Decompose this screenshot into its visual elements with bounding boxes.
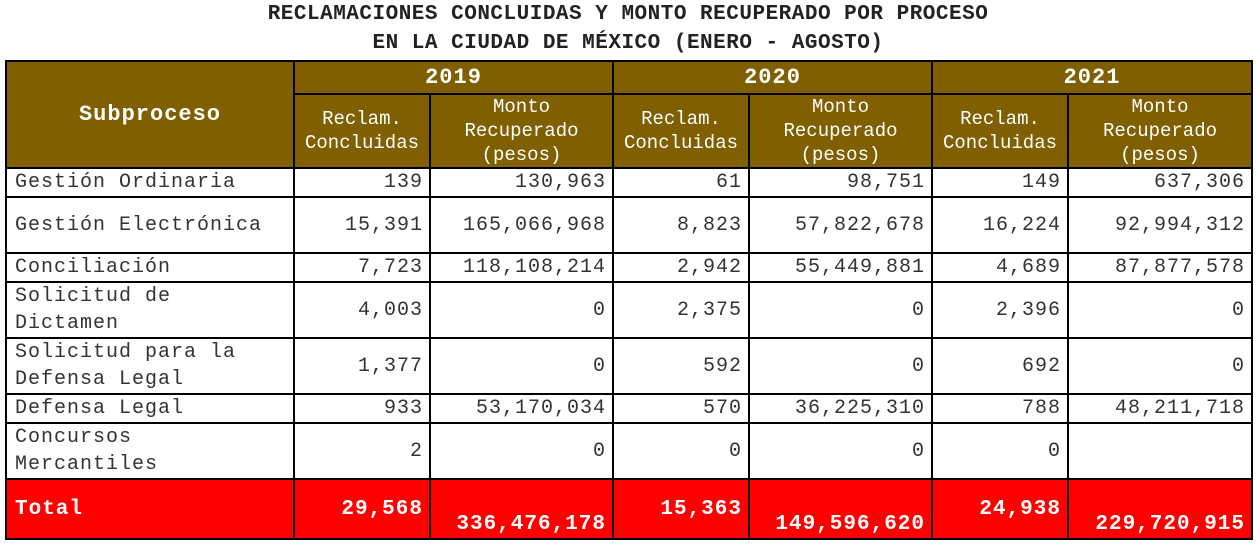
header-year-2020: 2020 <box>612 60 933 95</box>
cell-value: 0 <box>931 422 1069 480</box>
cell-value: 570 <box>612 393 750 424</box>
cell-value: 57,822,678 <box>748 196 933 254</box>
cell-value: 2 <box>293 422 431 480</box>
table-row: Gestión Electrónica 15,391 165,066,968 8… <box>5 196 1253 254</box>
title-line-2: EN LA CIUDAD DE MÉXICO (ENERO - AGOSTO) <box>372 32 884 55</box>
cell-value: 139 <box>293 167 431 198</box>
total-value: 24,938 <box>931 478 1069 540</box>
cell-value: 0 <box>1067 281 1253 339</box>
header-monto-2019: Monto Recuperado (pesos) <box>429 93 614 169</box>
cell-value <box>1067 422 1253 480</box>
cell-value: 0 <box>1067 337 1253 395</box>
header-monto-2021: Monto Recuperado (pesos) <box>1067 93 1253 169</box>
cell-value: 2,942 <box>612 252 750 283</box>
total-value: 15,363 <box>612 478 750 540</box>
cell-value: 4,003 <box>293 281 431 339</box>
cell-value: 933 <box>293 393 431 424</box>
cell-value: 8,823 <box>612 196 750 254</box>
cell-value: 118,108,214 <box>429 252 614 283</box>
row-name: Defensa Legal <box>5 393 295 424</box>
row-name: Solicitud de Dictamen <box>5 281 295 339</box>
cell-value: 0 <box>429 281 614 339</box>
cell-value: 4,689 <box>931 252 1069 283</box>
cell-value: 1,377 <box>293 337 431 395</box>
row-name: Gestión Ordinaria <box>5 167 295 198</box>
cell-value: 55,449,881 <box>748 252 933 283</box>
cell-value: 0 <box>429 337 614 395</box>
total-row: Total 29,568 336,476,178 15,363 149,596,… <box>5 478 1253 540</box>
report-title: RECLAMACIONES CONCLUIDAS Y MONTO RECUPER… <box>0 0 1256 60</box>
claims-table: Subproceso 2019 2020 2021 Reclam. Conclu… <box>5 60 1253 540</box>
header-reclam-2020: Reclam. Concluidas <box>612 93 750 169</box>
total-value: 336,476,178 <box>429 478 614 540</box>
cell-value: 165,066,968 <box>429 196 614 254</box>
header-monto-2020: Monto Recuperado (pesos) <box>748 93 933 169</box>
row-name: Conciliación <box>5 252 295 283</box>
cell-value: 2,375 <box>612 281 750 339</box>
cell-value: 98,751 <box>748 167 933 198</box>
table-row: Concursos Mercantiles 2 0 0 0 0 <box>5 422 1253 480</box>
cell-value: 48,211,718 <box>1067 393 1253 424</box>
cell-value: 15,391 <box>293 196 431 254</box>
cell-value: 692 <box>931 337 1069 395</box>
header-reclam-2021: Reclam. Concluidas <box>931 93 1069 169</box>
row-name: Solicitud para la Defensa Legal <box>5 337 295 395</box>
table-row: Gestión Ordinaria 139 130,963 61 98,751 … <box>5 167 1253 198</box>
total-value: 229,720,915 <box>1067 478 1253 540</box>
cell-value: 92,994,312 <box>1067 196 1253 254</box>
header-year-2021: 2021 <box>931 60 1253 95</box>
cell-value: 0 <box>612 422 750 480</box>
title-line-1: RECLAMACIONES CONCLUIDAS Y MONTO RECUPER… <box>267 3 989 26</box>
cell-value: 0 <box>748 422 933 480</box>
cell-value: 0 <box>748 281 933 339</box>
cell-value: 592 <box>612 337 750 395</box>
header-reclam-2019: Reclam. Concluidas <box>293 93 431 169</box>
row-name: Concursos Mercantiles <box>5 422 295 480</box>
cell-value: 0 <box>429 422 614 480</box>
cell-value: 0 <box>748 337 933 395</box>
cell-value: 2,396 <box>931 281 1069 339</box>
cell-value: 36,225,310 <box>748 393 933 424</box>
cell-value: 53,170,034 <box>429 393 614 424</box>
cell-value: 788 <box>931 393 1069 424</box>
header-subproceso: Subproceso <box>5 60 295 169</box>
cell-value: 87,877,578 <box>1067 252 1253 283</box>
cell-value: 16,224 <box>931 196 1069 254</box>
cell-value: 7,723 <box>293 252 431 283</box>
cell-value: 149 <box>931 167 1069 198</box>
total-label: Total <box>5 478 295 540</box>
header-year-2019: 2019 <box>293 60 614 95</box>
cell-value: 637,306 <box>1067 167 1253 198</box>
cell-value: 61 <box>612 167 750 198</box>
table-row: Defensa Legal 933 53,170,034 570 36,225,… <box>5 393 1253 424</box>
total-value: 29,568 <box>293 478 431 540</box>
table-row: Solicitud para la Defensa Legal 1,377 0 … <box>5 337 1253 395</box>
cell-value: 130,963 <box>429 167 614 198</box>
table-row: Solicitud de Dictamen 4,003 0 2,375 0 2,… <box>5 281 1253 339</box>
row-name: Gestión Electrónica <box>5 196 295 254</box>
table-row: Conciliación 7,723 118,108,214 2,942 55,… <box>5 252 1253 283</box>
total-value: 149,596,620 <box>748 478 933 540</box>
